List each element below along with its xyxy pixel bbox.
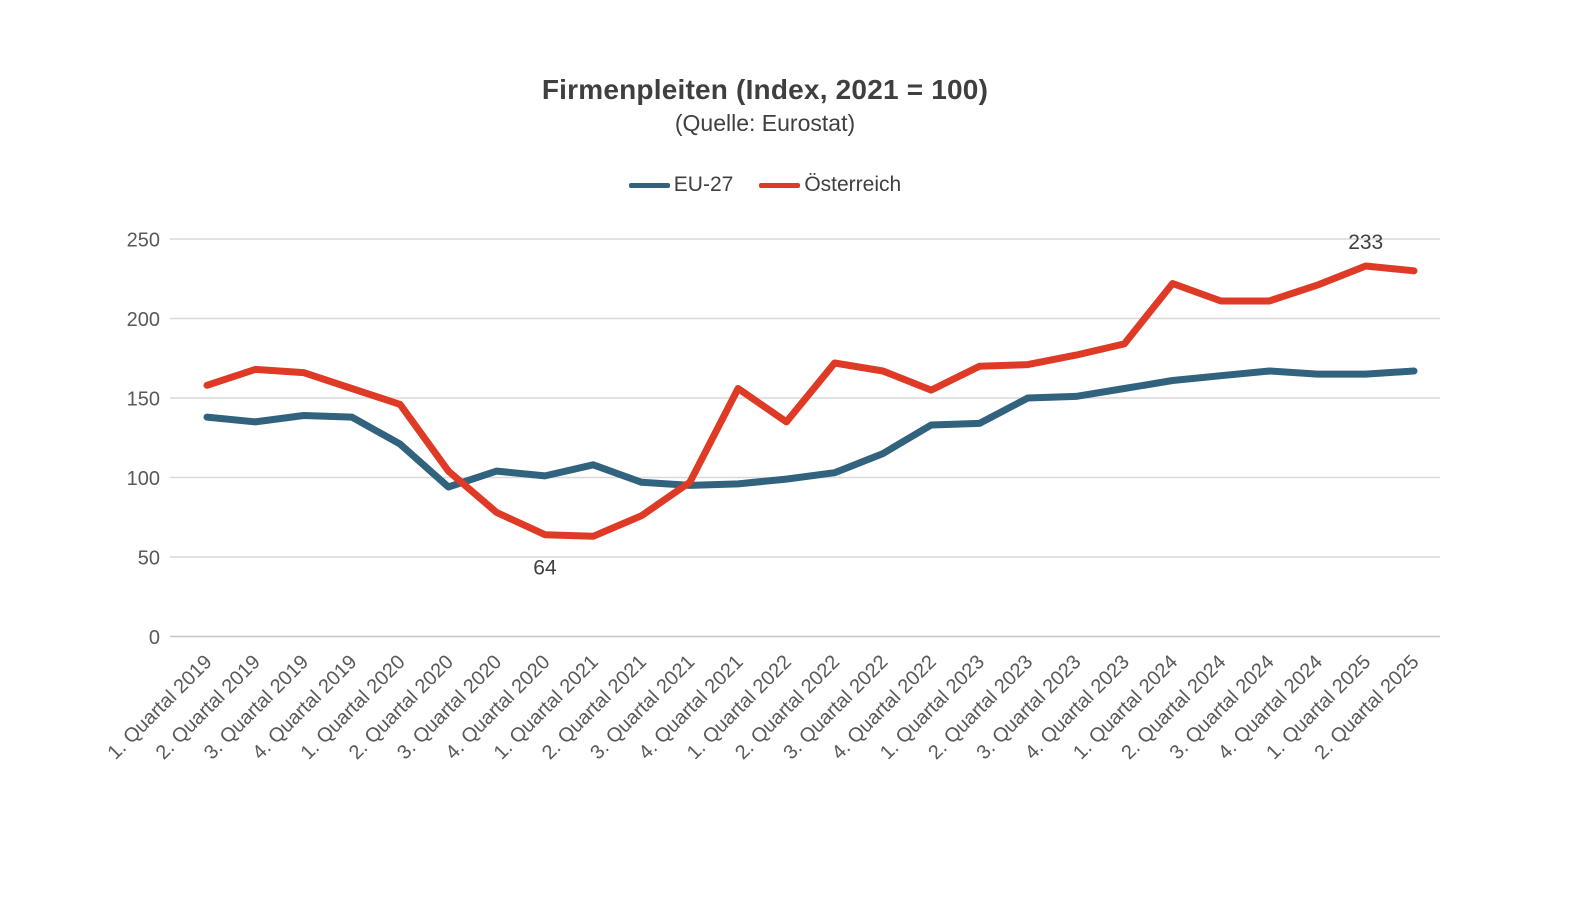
chart-legend: EU-27 Österreich <box>0 173 1530 197</box>
y-tick-label-0: 0 <box>149 627 160 649</box>
data-label-sterreich-64: 64 <box>533 557 557 580</box>
legend-swatch-eu-27 <box>628 182 670 188</box>
y-tick-label-200: 200 <box>127 309 160 331</box>
chart-subtitle: (Quelle: Eurostat) <box>674 110 856 136</box>
legend-swatch-sterreich <box>759 182 801 188</box>
y-tick-label-250: 250 <box>127 230 160 252</box>
chart-title: Firmenpleiten (Index, 2021 = 100) <box>541 74 989 105</box>
series-line-sterreich <box>203 262 1418 540</box>
y-tick-label-50: 50 <box>138 548 160 570</box>
series-line-eu-27 <box>203 367 1418 491</box>
legend-label-eu-27: EU-27 <box>673 173 734 196</box>
legend-item-eu-27: EU-27 <box>628 173 734 197</box>
y-tick-label-150: 150 <box>127 389 160 411</box>
legend-item-sterreich: Österreich <box>759 173 901 197</box>
y-tick-label-100: 100 <box>127 468 160 490</box>
legend-label-sterreich: Österreich <box>804 173 902 196</box>
data-label-sterreich-233: 233 <box>1348 231 1383 254</box>
